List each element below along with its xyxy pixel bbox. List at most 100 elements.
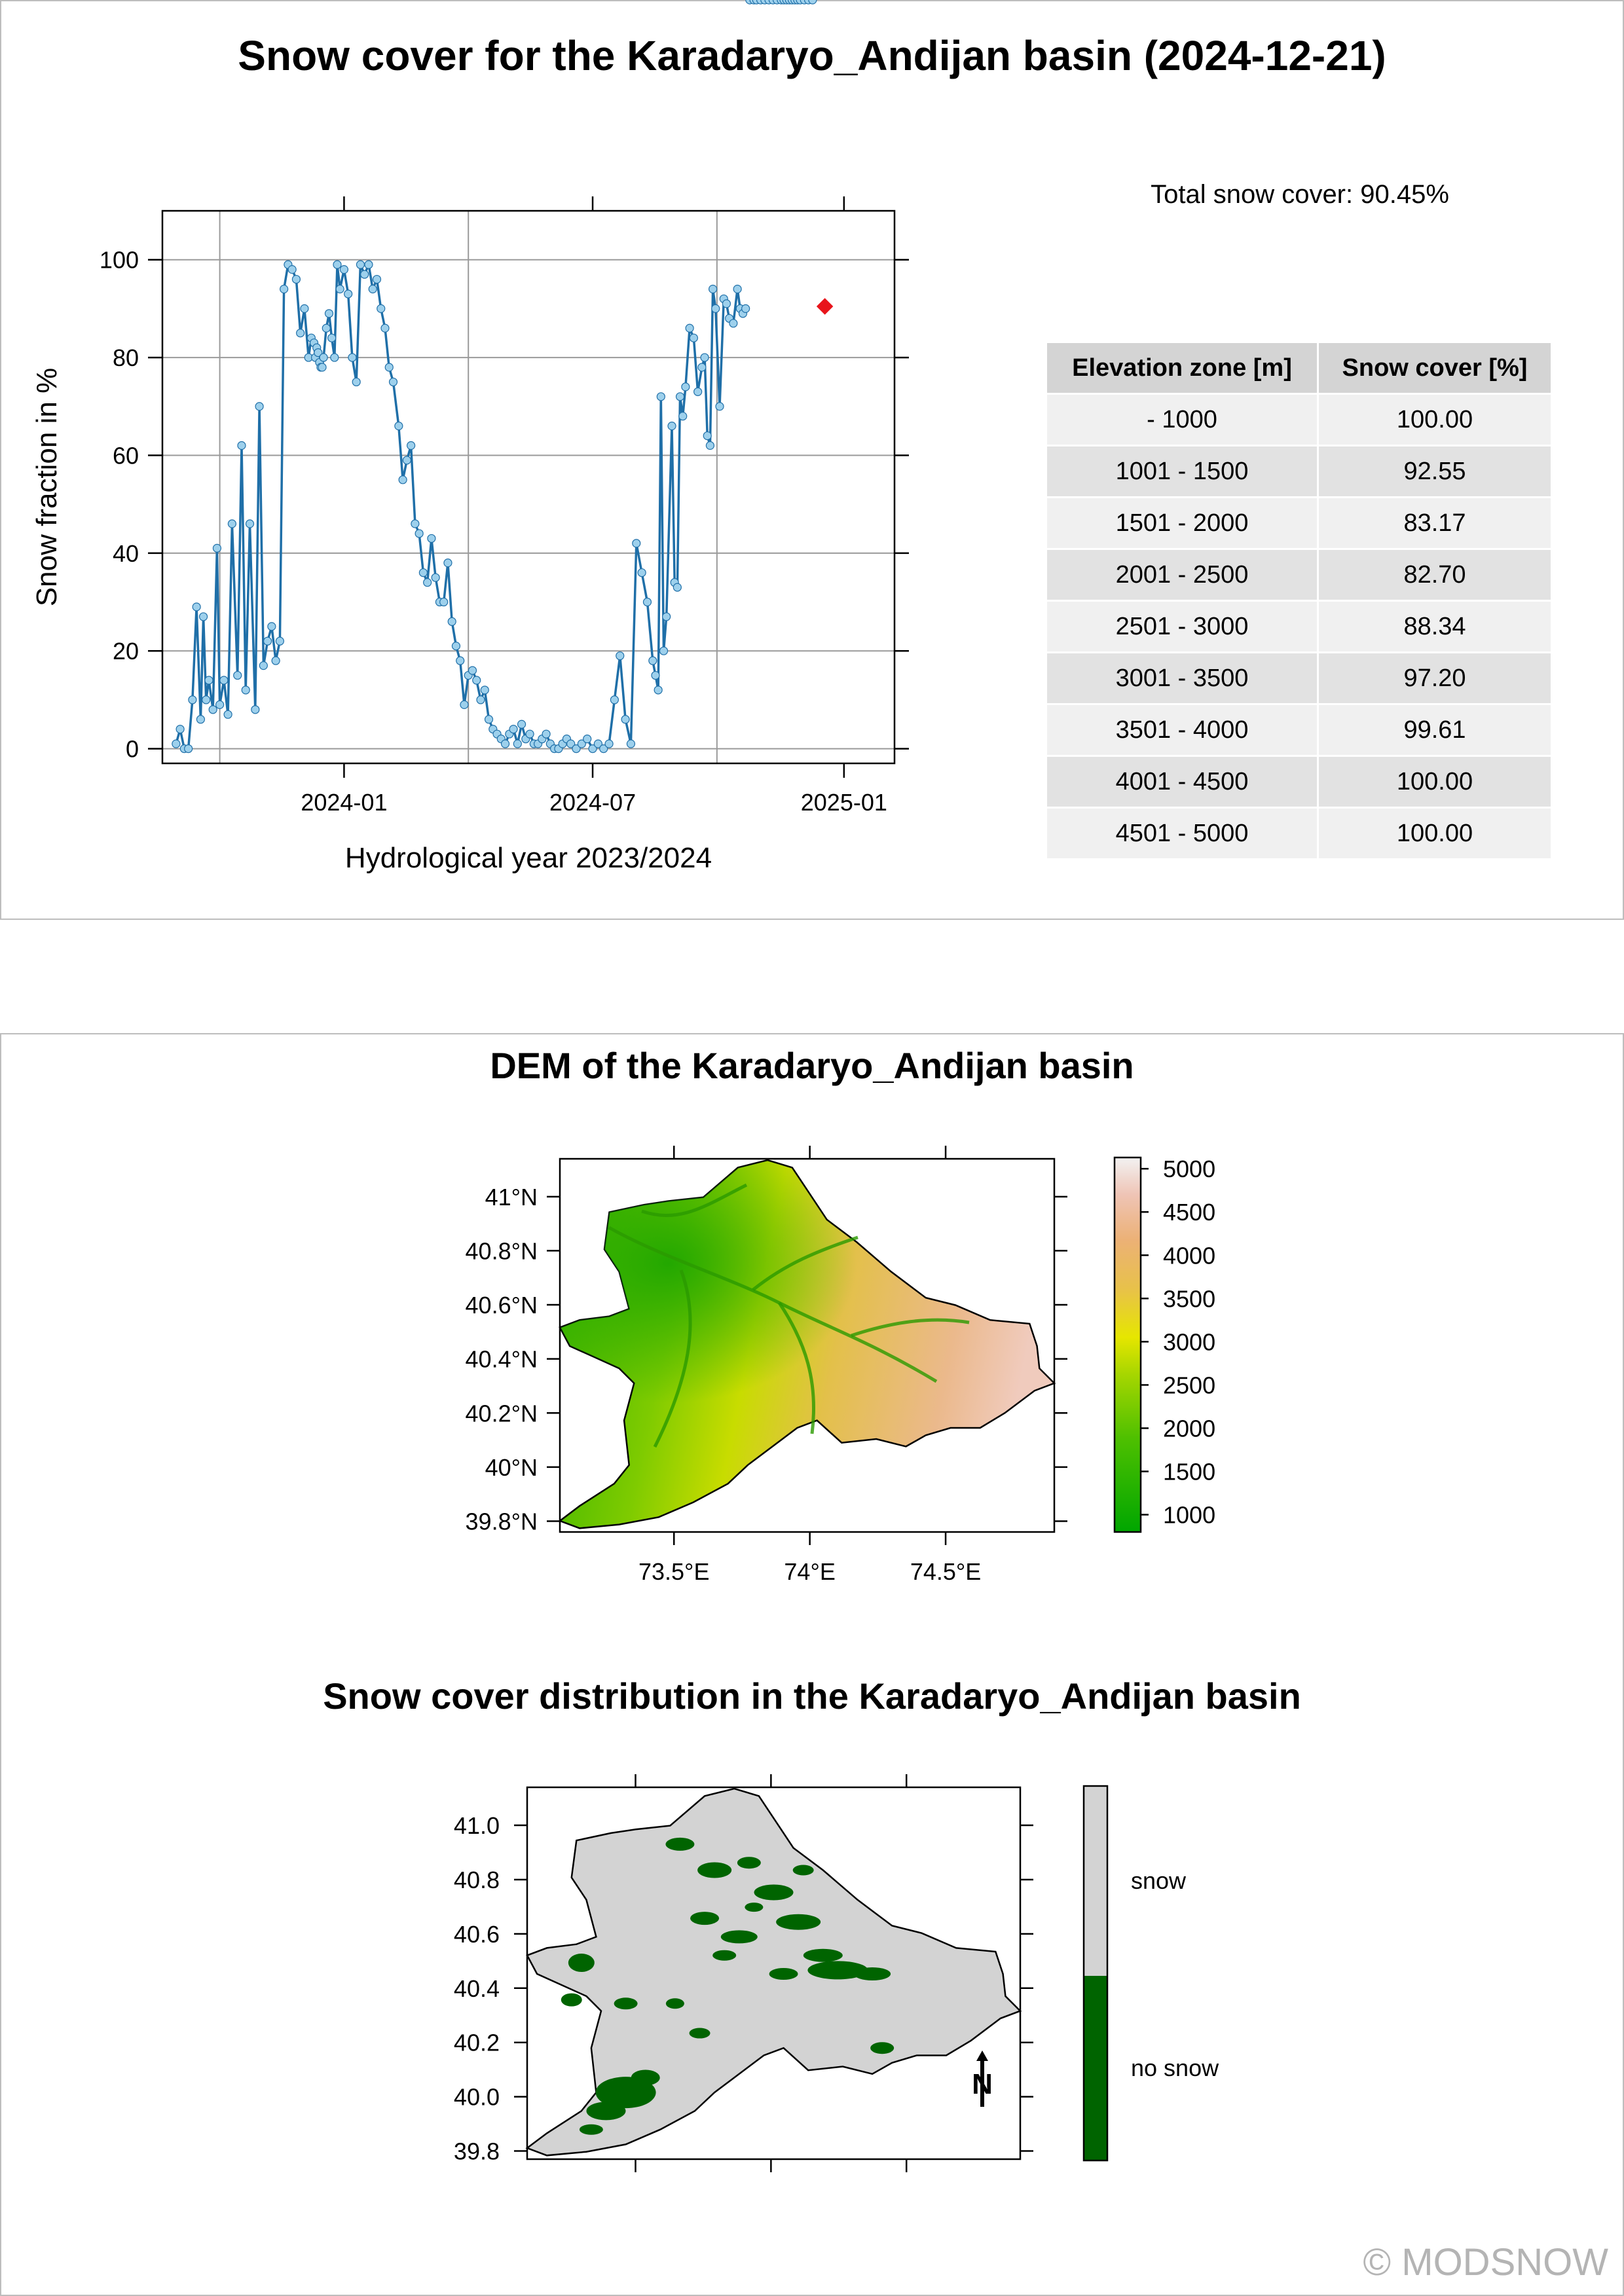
data-point [472,676,481,685]
data-point [364,260,373,269]
data-point [566,739,576,748]
value-cell: 100.00 [1317,755,1553,809]
data-point [480,685,489,695]
timeseries-chart: 0 20 40 60 80 100 2024-01 2024-07 2025-01 Hydrolo… [31,0,909,874]
no-snow-patch [807,1961,868,1980]
zone-cell: 4001 - 4500 [1045,755,1319,809]
data-point [729,319,738,328]
data-point [330,353,339,362]
data-point [314,348,323,357]
data-point [208,705,217,714]
series-line [175,263,747,750]
y-tick-label: 0 [126,736,139,763]
no-snow-patch [561,1993,582,2007]
data-point [700,353,709,362]
dem-y-tick-label: 40.4°N [466,1346,538,1373]
no-snow-patch [854,1967,891,1980]
colorbar-tick-label: 4000 [1163,1242,1215,1269]
dem-y-tick-label: 41°N [485,1184,538,1211]
data-point [377,304,386,313]
legend-snow-swatch [1084,1786,1107,1976]
copyright-text: © MODSNOW [1363,2241,1608,2284]
data-point [423,578,432,587]
data-point [703,431,712,441]
no-snow-patch [792,1865,814,1876]
data-point [689,333,698,342]
no-snow-patch [665,1998,684,2009]
y-tick-label: 40 [113,540,139,567]
data-point [654,685,663,695]
colorbar-tick-label: 2500 [1163,1372,1215,1398]
data-point [368,284,377,294]
no-snow-patch [665,1837,695,1851]
no-snow-patch [769,1968,798,1980]
data-point [356,260,365,269]
snow-map-frame [526,1786,1022,2160]
data-point [372,274,382,284]
colorbar-tick-label: 3000 [1163,1328,1215,1355]
dem-map: 41°N 40.8°N 40.6°N 40.4°N 40.2°N 40°N 39.8°N 73… [466,1146,1215,1585]
data-point [255,402,264,411]
data-point [500,739,510,748]
data-point [616,651,625,661]
data-point [610,695,619,704]
data-point [509,725,518,734]
data-point [259,661,268,670]
data-point [678,412,688,421]
snow-y-tick-label: 40.0 [454,2084,500,2111]
data-point [263,636,272,646]
data-point [484,715,494,724]
data-point [300,304,309,313]
snow-y-tick-label: 41.0 [454,1812,500,1839]
data-point [456,656,465,665]
data-point [808,0,817,5]
zone-cell: 2001 - 2500 [1045,548,1319,602]
no-snow-patch [803,1948,843,1962]
no-snow-patch [737,1857,761,1869]
data-point [439,597,449,607]
north-arrow-icon [976,2050,988,2061]
data-point [407,441,416,450]
no-snow-patch [579,2124,603,2135]
no-snow-patch [712,1950,737,1961]
data-point [525,729,534,738]
x-tick-label: 2024-07 [549,789,636,816]
table-row: 1501 - 2000 83.17 [1045,496,1553,550]
data-point [673,583,682,592]
legend-no-snow-swatch [1084,1976,1107,2160]
legend-frame [1082,1785,1109,2162]
no-snow-patch [754,1884,794,1901]
data-point [251,705,260,714]
data-point [271,656,280,665]
data-point [443,558,452,568]
page-title: Snow cover for the Karadaryo_Andijan bas… [238,32,1386,79]
snow-map-title: Snow cover distribution in the Karadaryo… [323,1675,1301,1717]
column-header-snow-cover: Snow cover [%] [1317,341,1553,395]
data-point [604,739,614,748]
table-row: 4001 - 4500 100.00 [1045,755,1553,809]
data-point [708,284,718,294]
data-point [675,392,685,401]
table-row: 3001 - 3500 97.20 [1045,651,1553,705]
river-valley [777,1302,815,1434]
data-point [648,656,657,665]
data-point [324,309,334,318]
data-point [415,529,424,538]
table-row: 1001 - 1500 92.55 [1045,445,1553,498]
data-point [380,323,390,333]
data-point [233,670,242,680]
value-cell: 97.20 [1317,651,1553,705]
dem-x-tick-label: 74.5°E [910,1558,981,1585]
no-snow-patch [870,2042,895,2054]
data-point [388,377,398,387]
table-header-row: Elevation zone [m] Snow cover [%] [1045,341,1553,395]
value-cell: 99.61 [1317,703,1553,757]
data-point [188,695,197,704]
data-point [741,304,750,313]
zone-cell: 3001 - 3500 [1045,651,1319,705]
value-cell: 82.70 [1317,548,1553,602]
data-point [212,543,222,553]
river-valley [851,1318,970,1338]
data-point [402,456,411,465]
data-point [245,519,255,528]
